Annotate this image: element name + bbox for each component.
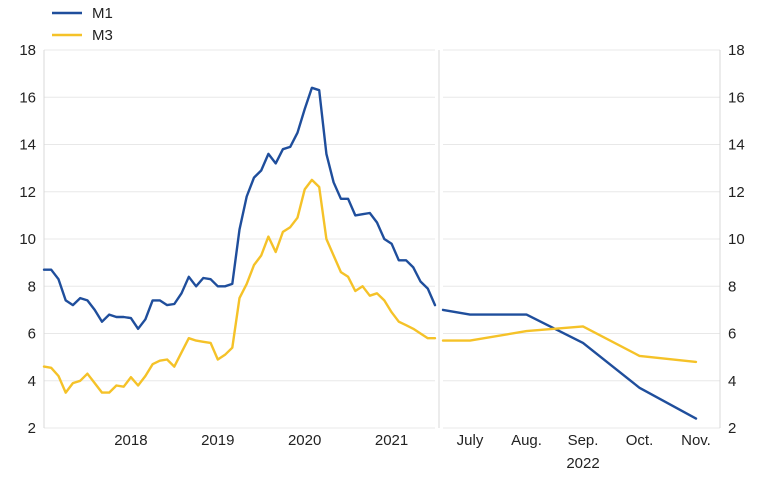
x-tick-label-right: Oct. xyxy=(626,432,654,449)
m3-line-right xyxy=(441,325,698,364)
m3-legend-label: M3 xyxy=(92,27,113,44)
y-tick-label-right: 18 xyxy=(728,42,745,59)
y-tick-label-left: 6 xyxy=(28,326,36,343)
y-tick-label-right: 14 xyxy=(728,137,745,154)
x-tick-label-left: 2020 xyxy=(288,432,321,449)
right-x-axis: July Aug. Sep. Oct. Nov. 2022 xyxy=(457,432,711,472)
y-tick-label-right: 4 xyxy=(728,373,736,390)
y-tick-label-left: 10 xyxy=(19,231,36,248)
right-panel-grid xyxy=(443,49,720,429)
m3-line-left xyxy=(42,178,437,394)
x-tick-label-right: Sep. xyxy=(568,432,599,449)
series-lines xyxy=(42,86,698,420)
y-tick-label-right: 8 xyxy=(728,278,736,295)
x-tick-label-left: 2021 xyxy=(375,432,408,449)
left-x-axis: 2018 2019 2020 2021 xyxy=(114,432,408,449)
y-tick-label-left: 18 xyxy=(19,42,36,59)
m1-line-left xyxy=(42,86,437,330)
left-panel-grid xyxy=(44,49,435,429)
x-tick-label-left: 2018 xyxy=(114,432,147,449)
y-tick-label-right: 2 xyxy=(728,420,736,437)
x-tick-label-right: Aug. xyxy=(511,432,542,449)
x-tick-label-right: Nov. xyxy=(681,432,711,449)
m1-legend-label: M1 xyxy=(92,5,113,22)
left-y-axis: 2 4 6 8 10 12 14 16 18 xyxy=(19,42,36,437)
y-tick-label-right: 10 xyxy=(728,231,745,248)
x-year-label: 2022 xyxy=(566,455,599,472)
m1-line-right xyxy=(441,308,698,420)
y-tick-label-left: 2 xyxy=(28,420,36,437)
x-tick-label-right: July xyxy=(457,432,484,449)
y-tick-label-right: 6 xyxy=(728,326,736,343)
x-tick-label-left: 2019 xyxy=(201,432,234,449)
y-tick-label-left: 16 xyxy=(19,89,36,106)
y-tick-label-right: 16 xyxy=(728,89,745,106)
y-tick-label-left: 8 xyxy=(28,278,36,295)
y-tick-label-left: 12 xyxy=(19,184,36,201)
right-y-axis: 2 4 6 8 10 12 14 16 18 xyxy=(728,42,745,437)
y-tick-label-right: 12 xyxy=(728,184,745,201)
y-tick-label-left: 14 xyxy=(19,137,36,154)
y-tick-label-left: 4 xyxy=(28,373,36,390)
